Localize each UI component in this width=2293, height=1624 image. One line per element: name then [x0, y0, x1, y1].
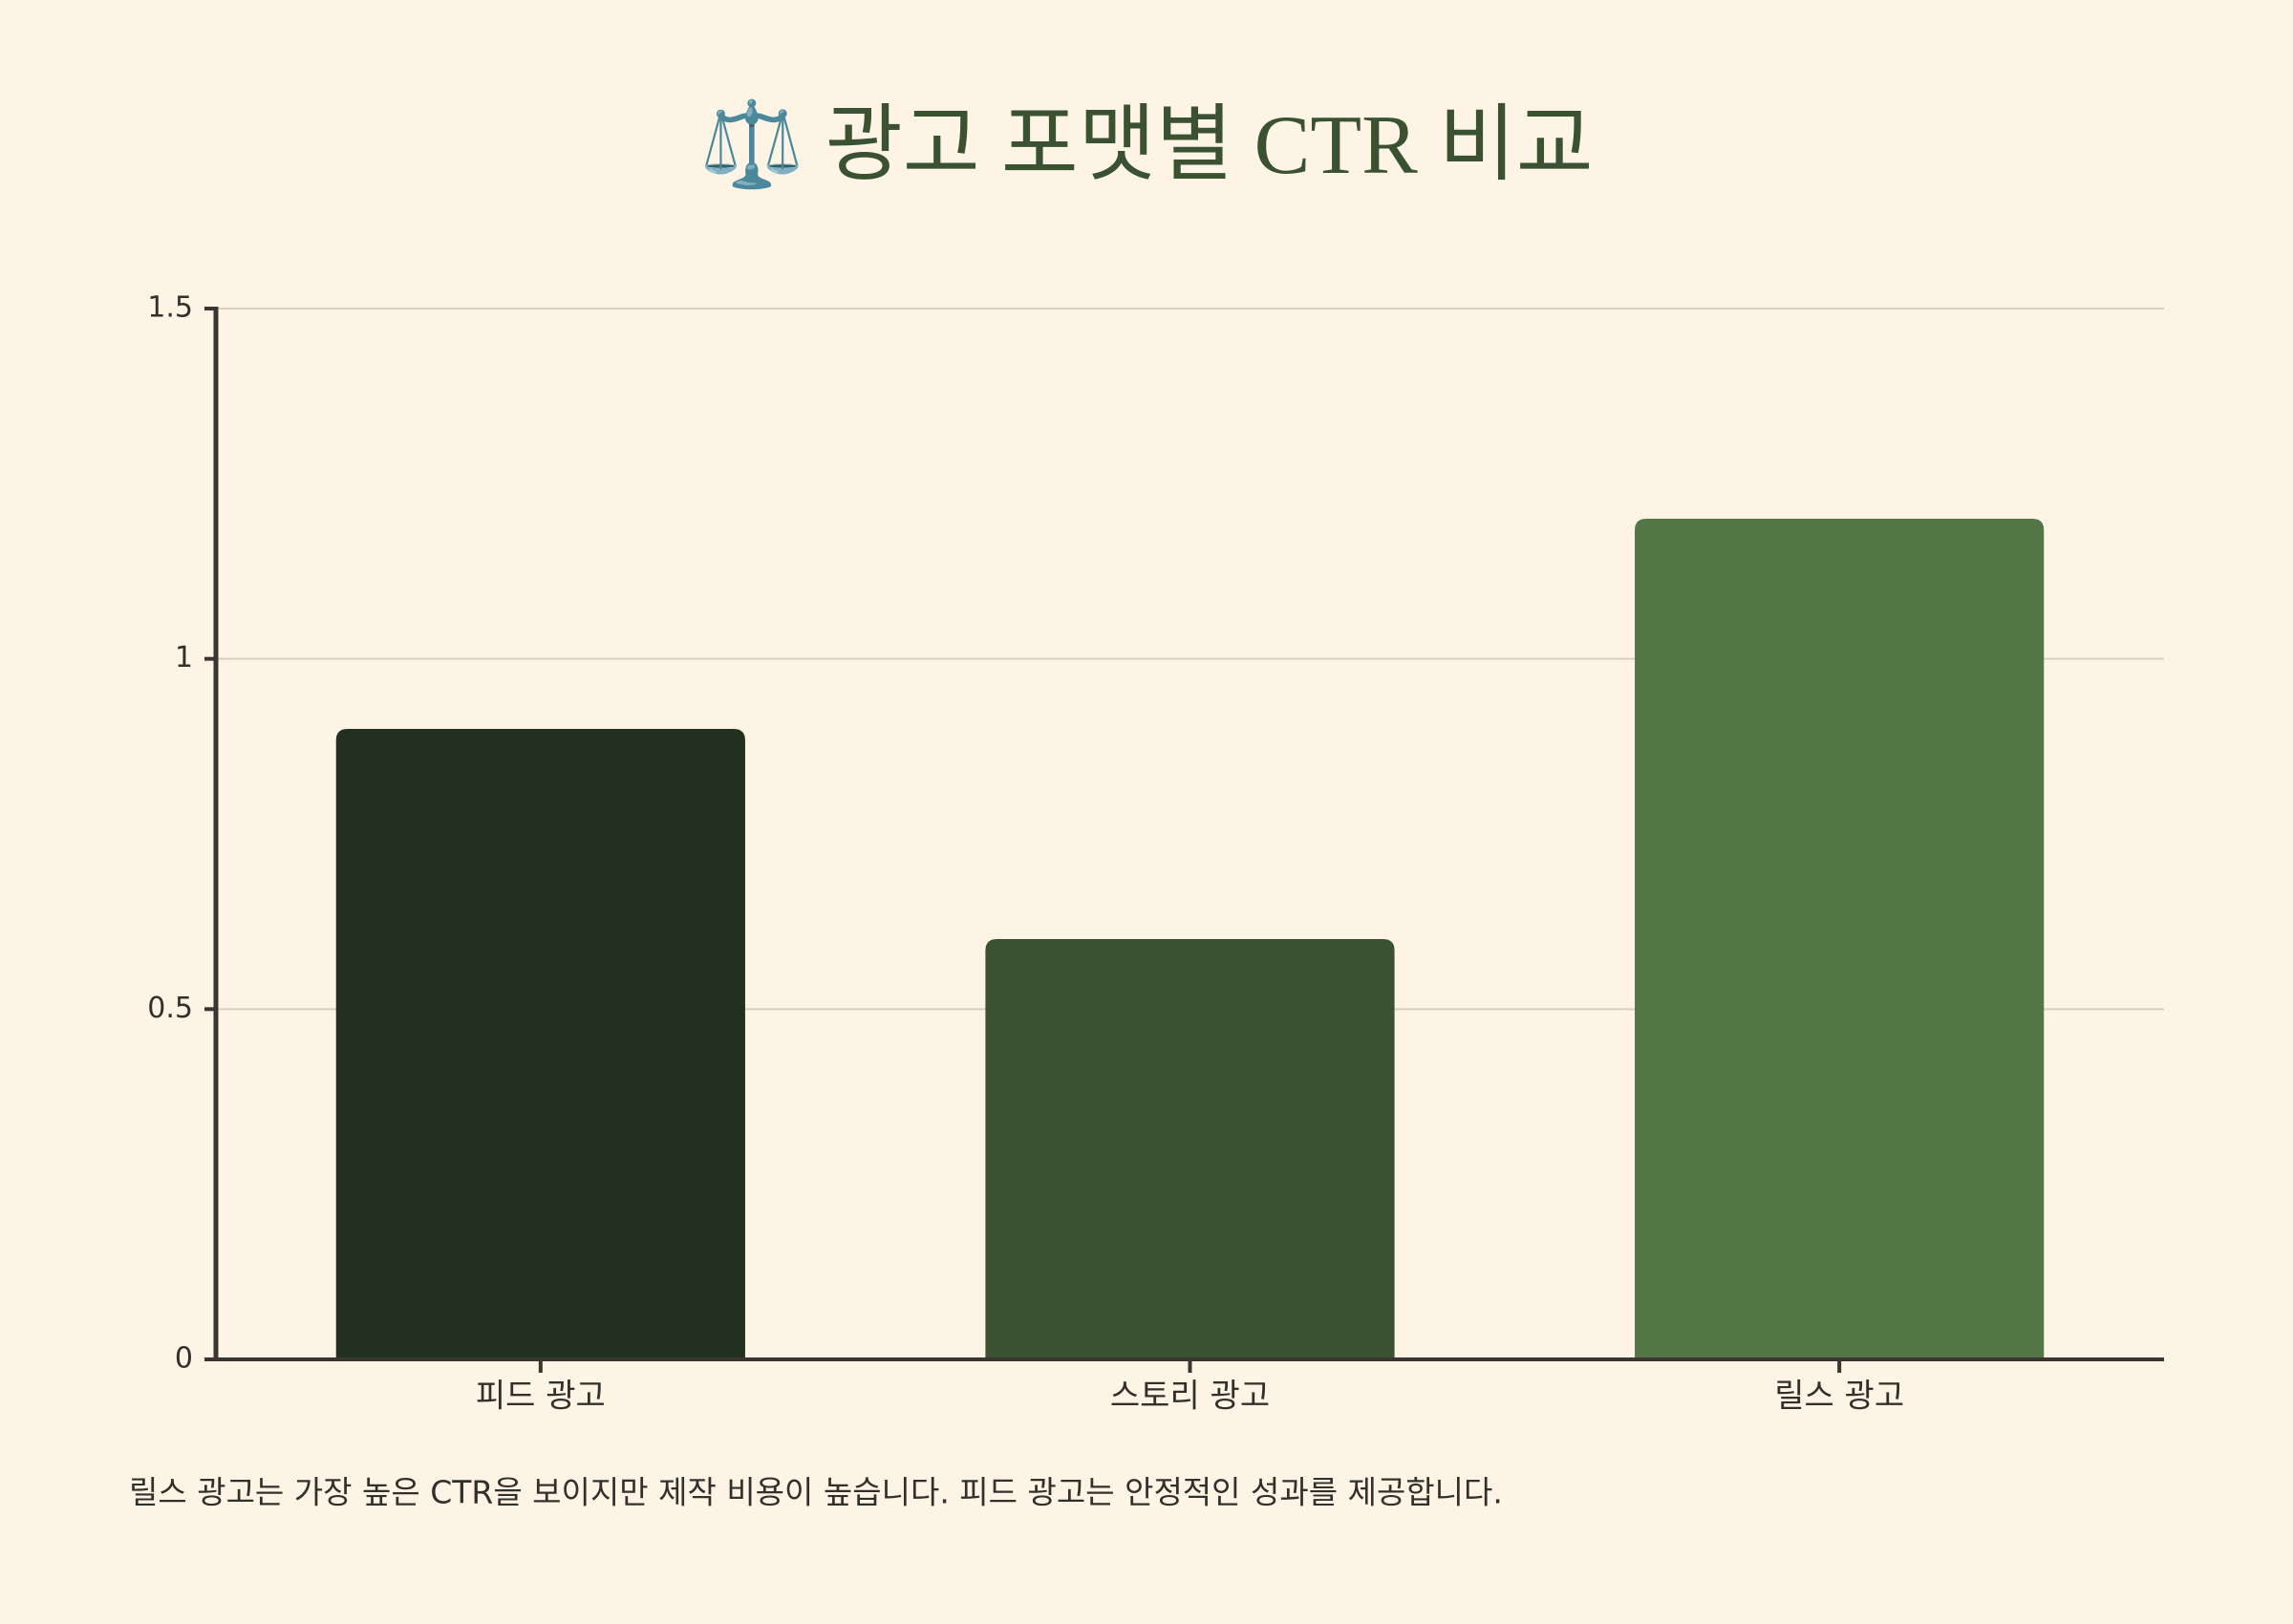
caption: 릴스 광고는 가장 높은 CTR을 보이지만 제작 비용이 높습니다. 피드 광…	[129, 1474, 1503, 1511]
y-tick-label: 0.5	[147, 992, 193, 1025]
y-tick-label: 1	[175, 641, 193, 674]
x-tick-label: 피드 광고	[476, 1378, 606, 1416]
chart-title: ⚖️ 광고 포맷별 CTR 비교	[699, 96, 1593, 192]
bar	[985, 939, 1395, 1359]
x-tick-label: 릴스 광고	[1774, 1378, 1904, 1416]
y-tick-label: 0	[175, 1342, 193, 1376]
bar	[335, 729, 745, 1359]
y-tick-label: 1.5	[147, 291, 193, 325]
bar	[1635, 519, 2045, 1359]
x-tick-label: 스토리 광고	[1110, 1378, 1270, 1416]
